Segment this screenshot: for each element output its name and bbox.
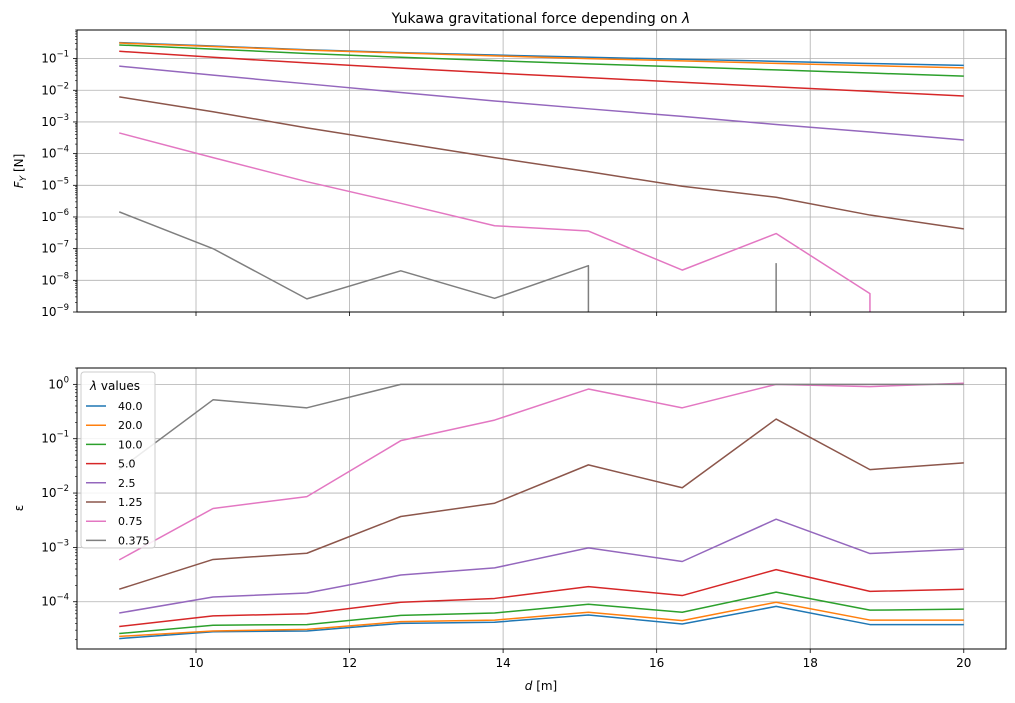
y-tick-label: 10−1: [41, 50, 69, 66]
y-tick-label: 10−9: [41, 303, 69, 319]
epsilon-x-tick-labels: 10 12 14 16 18 20: [188, 656, 971, 670]
y-tick-label: 10−3: [41, 538, 69, 554]
series-line-20.0: [119, 601, 964, 638]
y-tick-label: 10−2: [41, 484, 69, 500]
series-line-40.0: [119, 605, 964, 640]
series-line-1.25: [119, 96, 964, 230]
x-tick-label: 12: [342, 656, 357, 670]
x-tick-label: 20: [956, 656, 971, 670]
x-axis-symbol: d: [525, 679, 533, 693]
legend-lambda-symbol: λ: [89, 379, 97, 393]
y-tick-label: 10−4: [41, 145, 69, 161]
y-tick-label: 10−4: [41, 593, 69, 609]
epsilon-plot: 10−4 10−3 10−2 10−1 100 10 12 14 16 18 20 ε d [m]…: [12, 367, 1007, 693]
chart-title: Yukawa gravitational force depending on …: [391, 11, 691, 27]
force-y-axis-label: FY [N]: [12, 154, 29, 189]
y-tick-label: 10−3: [41, 113, 69, 129]
legend-label-5.0: 5.0: [118, 458, 136, 471]
force-y-axis-unit: [N]: [12, 154, 26, 176]
x-tick-label: 14: [495, 656, 510, 670]
series-line-0.375: [118, 211, 777, 312]
force-plot-frame: [76, 29, 1007, 313]
series-line-0.75: [118, 382, 964, 561]
legend-label-1.25: 1.25: [118, 496, 143, 509]
force-series-lines: [118, 41, 964, 312]
y-tick-label: 10−6: [41, 208, 69, 224]
force-y-axis-symbol: F: [12, 180, 26, 188]
epsilon-y-axis-label: ε: [12, 505, 26, 512]
series-line-10.0: [119, 591, 964, 635]
legend-title: λ values: [89, 379, 140, 393]
series-line-0.375: [118, 383, 964, 471]
y-tick-label: 100: [48, 375, 69, 391]
epsilon-plot-frame: [76, 367, 1007, 650]
series-line-2.5: [119, 65, 964, 141]
legend-items: 40.0 20.0 10.0 5.0 2.5 1.25 0.75 0.375: [86, 400, 150, 547]
y-tick-label: 10−5: [41, 176, 69, 192]
legend: λ values 40.0 20.0 10.0 5.0 2.5 1.25 0.75 0.375: [80, 371, 156, 549]
legend-box: [80, 371, 156, 549]
legend-label-0.375: 0.375: [118, 534, 150, 547]
legend-label-2.5: 2.5: [118, 477, 136, 490]
series-line-20.0: [119, 42, 964, 69]
x-tick-label: 16: [649, 656, 664, 670]
y-tick-label: 10−8: [41, 271, 69, 287]
legend-label-0.75: 0.75: [118, 515, 143, 528]
epsilon-axis-ticks: [73, 367, 965, 653]
epsilon-series-lines: [118, 382, 964, 640]
series-line-10.0: [119, 44, 964, 77]
legend-label-40.0: 40.0: [118, 400, 143, 413]
legend-title-text: values: [97, 379, 140, 393]
legend-label-10.0: 10.0: [118, 438, 143, 451]
x-axis-unit: [m]: [532, 679, 557, 693]
force-axis-ticks: [73, 29, 965, 316]
series-line-0.75: [119, 132, 871, 312]
chart-title-text: Yukawa gravitational force depending on: [391, 11, 682, 27]
y-tick-label: 10−1: [41, 430, 69, 446]
series-line-5.0: [119, 50, 964, 97]
x-tick-label: 18: [803, 656, 818, 670]
force-grid: [77, 30, 1006, 313]
series-line-1.25: [119, 418, 964, 590]
lambda-symbol: λ: [681, 11, 690, 27]
legend-label-20.0: 20.0: [118, 419, 143, 432]
epsilon-y-tick-labels: 10−4 10−3 10−2 10−1 100: [41, 375, 69, 608]
force-y-tick-labels: 10−9 10−8 10−7 10−6 10−5 10−4 10−3 10−2 10−1: [41, 50, 69, 319]
y-tick-label: 10−2: [41, 81, 69, 97]
y-tick-label: 10−7: [41, 240, 69, 256]
x-axis-label: d [m]: [525, 679, 558, 693]
series-line-5.0: [119, 568, 964, 628]
force-y-axis-subscript: Y: [19, 174, 29, 181]
force-plot: 10−9 10−8 10−7 10−6 10−5 10−4 10−3 10−2 10−1 FY …: [12, 29, 1007, 319]
series-line-2.5: [119, 518, 964, 614]
x-tick-label: 10: [188, 656, 203, 670]
